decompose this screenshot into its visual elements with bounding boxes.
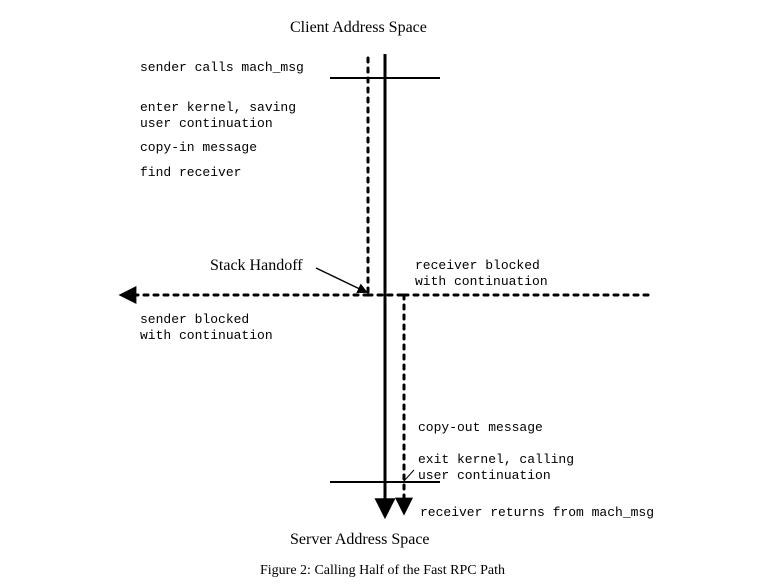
figure-caption: Figure 2: Calling Half of the Fast RPC P… <box>260 562 505 580</box>
sender-blocked-label: sender blocked with continuation <box>140 312 273 345</box>
title-server-address-space: Server Address Space <box>290 530 430 550</box>
exit-kernel-label: exit kernel, calling user continuation <box>418 452 574 485</box>
enter-kernel-label: enter kernel, saving user continuation <box>140 100 296 133</box>
receiver-blocked-label: receiver blocked with continuation <box>415 258 548 291</box>
receiver-returns-label: receiver returns from mach_msg <box>420 505 654 521</box>
title-client-address-space: Client Address Space <box>290 18 427 38</box>
copy-in-label: copy-in message <box>140 140 257 156</box>
find-receiver-label: find receiver <box>140 165 241 181</box>
sender-calls-label: sender calls mach_msg <box>140 60 304 76</box>
stack-handoff-pointer <box>316 268 366 292</box>
copy-out-label: copy-out message <box>418 420 543 436</box>
stack-handoff-label: Stack Handoff <box>210 256 303 276</box>
diagram-canvas <box>0 0 775 584</box>
